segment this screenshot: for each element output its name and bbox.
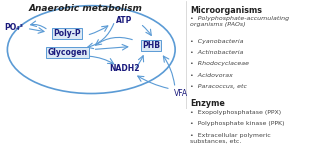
Text: Enzyme: Enzyme — [190, 99, 225, 108]
Text: •  Polyphosphate kinase (PPK): • Polyphosphate kinase (PPK) — [190, 121, 285, 126]
Text: PHB: PHB — [142, 41, 160, 50]
Text: •  Paracoccus, etc: • Paracoccus, etc — [190, 84, 247, 89]
Text: •  Exopolyphosphatase (PPX): • Exopolyphosphatase (PPX) — [190, 110, 281, 115]
Text: •  Extracellular polymeric
substances, etc.: • Extracellular polymeric substances, et… — [190, 133, 271, 143]
Text: PO₄³: PO₄³ — [4, 23, 23, 32]
Text: NADH2: NADH2 — [109, 64, 139, 73]
Text: Microorganisms: Microorganisms — [190, 6, 262, 15]
Text: Glycogen: Glycogen — [47, 48, 87, 57]
Text: •  Acidovorax: • Acidovorax — [190, 73, 233, 78]
Text: •  Polyphosphate-accumulating
organisms (PAOs): • Polyphosphate-accumulating organisms (… — [190, 16, 289, 27]
Text: VFA: VFA — [174, 89, 188, 98]
Text: ATP: ATP — [116, 16, 132, 25]
Text: Poly-P: Poly-P — [53, 29, 81, 38]
Text: •  Cyanobacteria: • Cyanobacteria — [190, 39, 244, 44]
Text: Anaerobic metabolism: Anaerobic metabolism — [28, 4, 142, 13]
Text: •  Rhodocyclaceae: • Rhodocyclaceae — [190, 61, 249, 66]
Text: •  Actinobacteria: • Actinobacteria — [190, 50, 243, 55]
